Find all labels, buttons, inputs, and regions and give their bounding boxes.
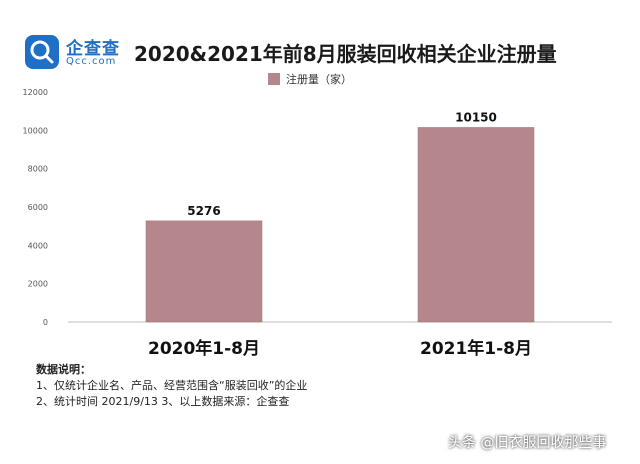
- y-tick-label: 12000: [23, 88, 48, 97]
- notes-title: 数据说明：: [36, 363, 91, 376]
- legend: 注册量（家）: [268, 71, 352, 87]
- watermark: 头条 @旧衣服回收那些事: [448, 435, 607, 451]
- data-label: 5276: [187, 204, 220, 218]
- qcc-logo-icon: [25, 35, 59, 69]
- notes-line-1: 1、仅统计企业名、产品、经营范围含“服装回收”的企业: [36, 379, 308, 392]
- notes-line-2: 2、统计时间 2021/9/13 3、以上数据来源：企查查: [36, 395, 290, 408]
- y-tick-label: 0: [43, 318, 48, 327]
- legend-swatch: [268, 73, 280, 85]
- x-tick-label: 2020年1-8月: [148, 338, 260, 359]
- logo-subtext: Qcc.com: [66, 56, 117, 67]
- legend-label: 注册量（家）: [286, 73, 352, 86]
- y-tick-label: 4000: [28, 241, 48, 250]
- qcc-logo: 企查查 Qcc.com: [24, 30, 134, 74]
- logo-text: 企查查: [66, 39, 120, 59]
- bar: [145, 220, 263, 323]
- y-tick-label: 10000: [23, 126, 48, 135]
- chart-title: 2020&2021年前8月服装回收相关企业注册量: [134, 42, 557, 66]
- bar: [417, 127, 535, 323]
- data-label: 10150: [455, 110, 497, 124]
- y-tick-label: 6000: [28, 203, 48, 212]
- y-tick-label: 8000: [28, 165, 48, 174]
- x-tick-label: 2021年1-8月: [420, 338, 532, 359]
- y-tick-label: 2000: [28, 280, 48, 289]
